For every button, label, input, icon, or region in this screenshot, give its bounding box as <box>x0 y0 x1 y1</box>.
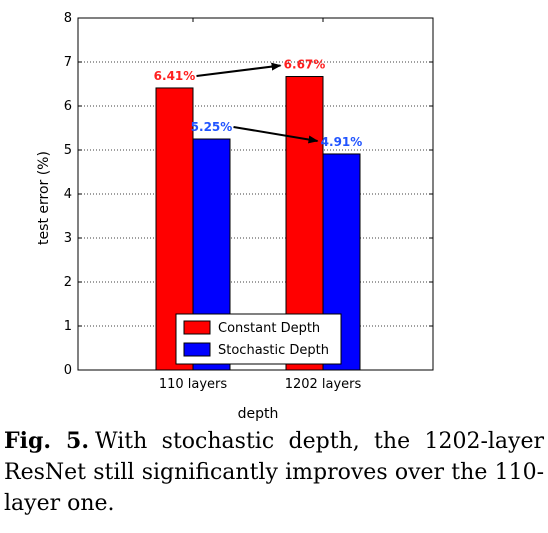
y-tick-label: 0 <box>64 363 72 378</box>
y-tick-label: 8 <box>64 11 72 26</box>
figure-caption: Fig. 5. With stochastic depth, the 1202-l… <box>4 426 544 519</box>
legend-swatch <box>183 320 211 335</box>
y-tick-label: 6 <box>64 99 72 114</box>
y-tick-label: 4 <box>64 187 72 202</box>
y-tick-label: 3 <box>64 231 72 246</box>
data-label: 4.91% <box>321 135 363 149</box>
annotations: 6.41% 6.67% 5.25% 4.91% <box>154 58 363 149</box>
x-axis-ticks: 110 layers 1202 layers <box>159 18 362 392</box>
y-tick-label: 2 <box>64 275 72 290</box>
grid-lines <box>78 61 433 327</box>
legend-label: Constant Depth <box>218 321 320 336</box>
legend-swatch <box>183 342 211 357</box>
legend: Constant Depth Stochastic Depth <box>175 313 342 365</box>
y-tick-label: 7 <box>64 55 72 70</box>
y-tick-label: 5 <box>64 143 72 158</box>
trend-arrow <box>196 62 282 77</box>
y-tick-label: 1 <box>64 319 72 334</box>
data-label: 5.25% <box>191 120 233 134</box>
data-label: 6.67% <box>284 58 326 72</box>
bar-chart: 0 1 2 3 4 5 6 7 8 110 layers 1202 layers 6.41% 6.6… <box>36 11 434 422</box>
legend-label: Stochastic Depth <box>218 343 329 358</box>
y-axis-ticks: 0 1 2 3 4 5 6 7 8 <box>64 11 433 378</box>
data-label: 6.41% <box>154 69 196 83</box>
x-axis-label: depth <box>238 406 279 422</box>
y-axis-label: test error (%) <box>36 151 52 245</box>
trend-arrow <box>233 126 319 144</box>
caption-text: With stochastic depth, the 1202-layer Re… <box>4 429 544 516</box>
x-tick-label: 110 layers <box>159 377 228 392</box>
x-tick-label: 1202 layers <box>285 377 362 392</box>
caption-label: Fig. 5. <box>4 428 90 454</box>
